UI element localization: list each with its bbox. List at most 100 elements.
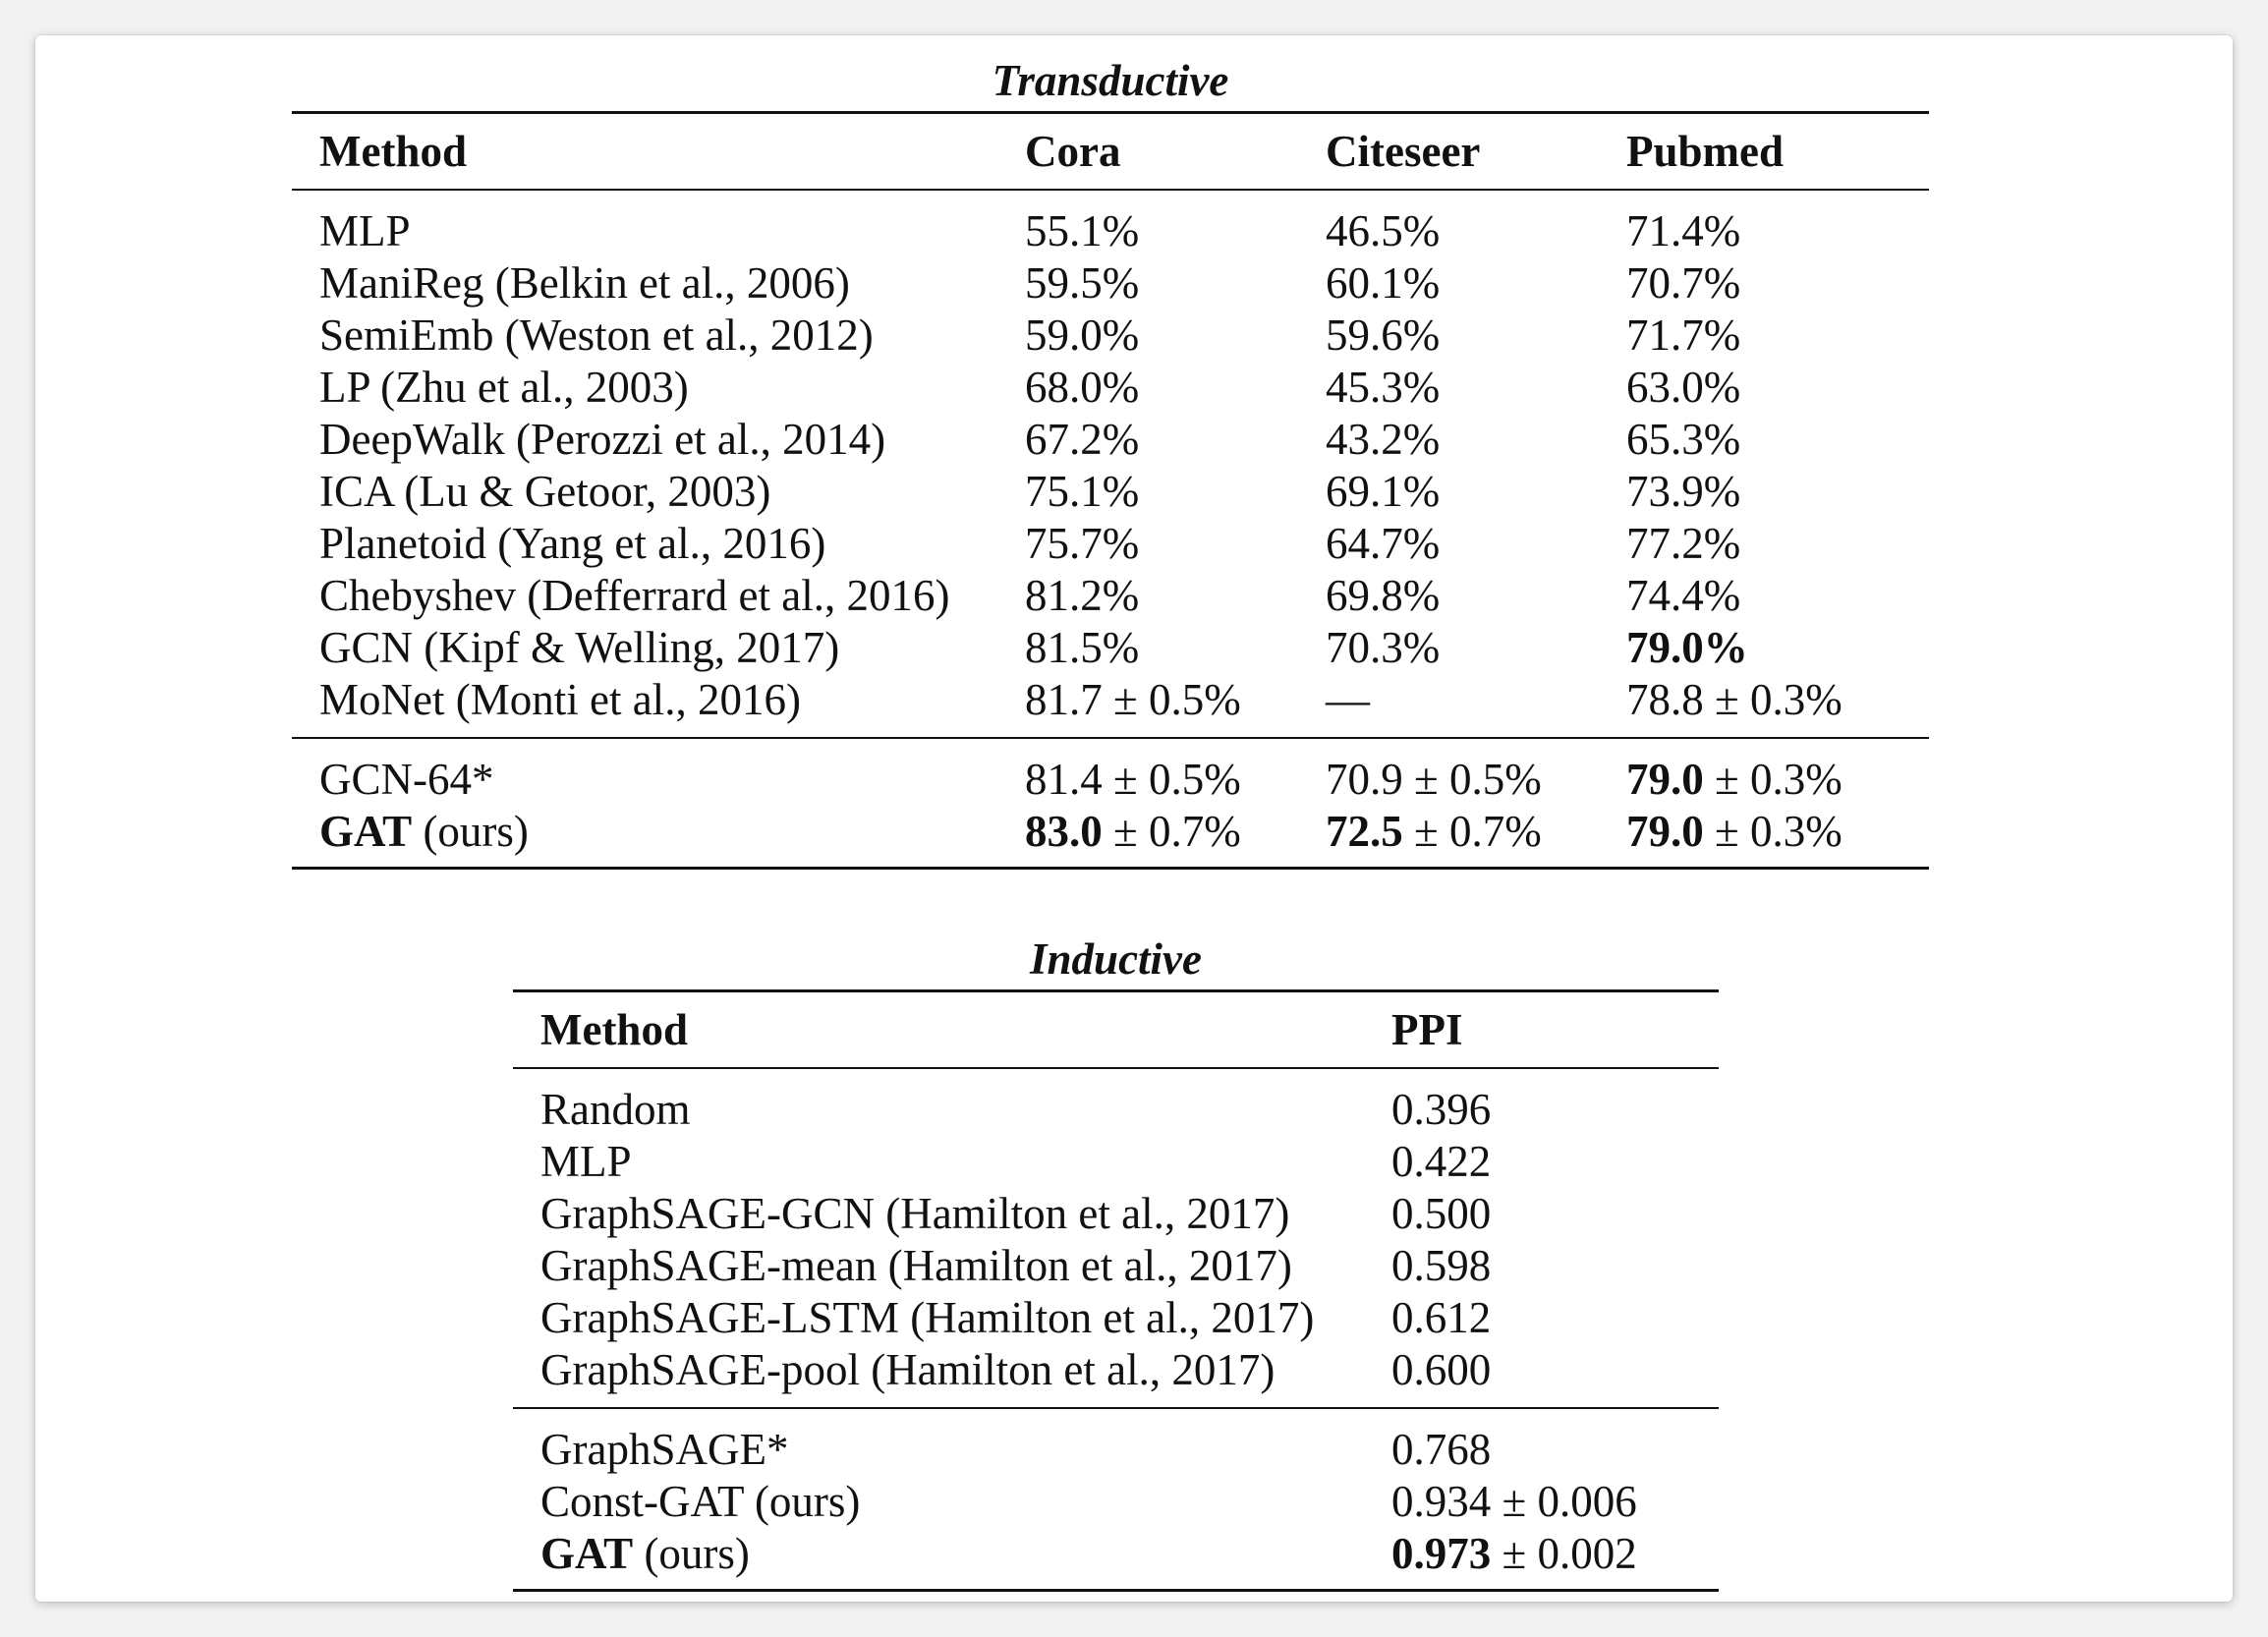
pubmed-cell: 77.2%: [1626, 518, 1741, 568]
citeseer-cell: 60.1%: [1326, 257, 1441, 308]
pubmed-cell: 71.4%: [1626, 205, 1741, 255]
ppi-cell: 0.422: [1391, 1136, 1492, 1186]
citeseer-best-value: 72.5: [1326, 806, 1403, 856]
pubmed-cell: 73.9%: [1626, 466, 1741, 516]
cora-cell: 59.0%: [1025, 310, 1140, 360]
method-name-bold: GAT: [319, 806, 413, 856]
table-row: GraphSAGE-GCN (Hamilton et al., 2017) 0.…: [513, 1187, 1719, 1239]
method-cell: GAT (ours): [513, 1527, 1391, 1591]
header-cora: Cora: [1025, 127, 1121, 176]
pubmed-cell: 70.7%: [1626, 257, 1741, 308]
citeseer-cell: 46.5%: [1326, 205, 1441, 255]
citeseer-cell: 69.8%: [1326, 570, 1441, 620]
citeseer-std: ± 0.7%: [1402, 806, 1542, 856]
table-row: Const-GAT (ours) 0.934 ± 0.006: [513, 1475, 1719, 1527]
method-cell: GAT (ours): [292, 805, 1025, 869]
cora-std: ± 0.7%: [1102, 806, 1241, 856]
citeseer-cell: 70.9 ± 0.5%: [1326, 754, 1542, 804]
citeseer-cell: 70.3%: [1326, 622, 1441, 672]
method-cell: GraphSAGE-pool (Hamilton et al., 2017): [540, 1344, 1276, 1394]
citeseer-cell: 43.2%: [1326, 414, 1441, 464]
method-cell: GCN-64*: [319, 754, 494, 804]
table-row: GraphSAGE* 0.768: [513, 1408, 1719, 1475]
inductive-block: Inductive Method PPI Random 0.396 MLP 0.…: [513, 937, 1719, 1592]
inductive-caption: Inductive: [1030, 934, 1202, 984]
method-suffix: (ours): [412, 806, 529, 856]
pubmed-best-value: 79.0: [1626, 754, 1704, 804]
cora-cell: 75.1%: [1025, 466, 1140, 516]
table-row: GCN-64* 81.4 ± 0.5% 70.9 ± 0.5% 79.0 ± 0…: [292, 738, 1929, 805]
method-cell: GraphSAGE*: [540, 1424, 789, 1474]
pubmed-cell: 74.4%: [1626, 570, 1741, 620]
cora-cell: 81.2%: [1025, 570, 1140, 620]
method-cell: GraphSAGE-LSTM (Hamilton et al., 2017): [540, 1292, 1315, 1342]
pubmed-cell: 65.3%: [1626, 414, 1741, 464]
cora-cell: 59.5%: [1025, 257, 1140, 308]
table-row: LP (Zhu et al., 2003) 68.0% 45.3% 63.0%: [292, 361, 1929, 413]
pubmed-cell: 79.0 ± 0.3%: [1626, 805, 1929, 869]
table-header-row: Method PPI: [513, 990, 1719, 1069]
transductive-table: Method Cora Citeseer Pubmed MLP 55.1% 46…: [292, 111, 1929, 870]
header-pubmed: Pubmed: [1626, 127, 1785, 176]
ppi-cell: 0.768: [1391, 1424, 1492, 1474]
method-cell: SemiEmb (Weston et al., 2012): [319, 310, 874, 360]
table-row: MLP 55.1% 46.5% 71.4%: [292, 190, 1929, 256]
pubmed-std: ± 0.3%: [1703, 806, 1843, 856]
table-row: GCN (Kipf & Welling, 2017) 81.5% 70.3% 7…: [292, 621, 1929, 673]
cora-cell: 75.7%: [1025, 518, 1140, 568]
pubmed-cell: 78.8 ± 0.3%: [1626, 674, 1843, 724]
citeseer-cell: 45.3%: [1326, 362, 1441, 412]
method-cell: Random: [540, 1084, 691, 1134]
pubmed-cell: 71.7%: [1626, 310, 1741, 360]
table-row: ICA (Lu & Getoor, 2003) 75.1% 69.1% 73.9…: [292, 465, 1929, 517]
cora-cell: 55.1%: [1025, 205, 1140, 255]
pubmed-std: ± 0.3%: [1703, 754, 1843, 804]
cora-cell: 81.7 ± 0.5%: [1025, 674, 1241, 724]
citeseer-cell: 69.1%: [1326, 466, 1441, 516]
transductive-block: Transductive Method Cora Citeseer Pubmed…: [292, 59, 1929, 870]
inductive-table: Method PPI Random 0.396 MLP 0.422 GraphS…: [513, 989, 1719, 1592]
citeseer-cell: —: [1326, 674, 1370, 724]
transductive-caption: Transductive: [992, 56, 1229, 105]
table-row: MLP 0.422: [513, 1135, 1719, 1187]
method-cell: MLP: [540, 1136, 632, 1186]
ppi-cell: 0.600: [1391, 1344, 1492, 1394]
pubmed-best-value: 79.0: [1626, 806, 1704, 856]
pubmed-cell: 79.0 ± 0.3%: [1626, 738, 1929, 805]
method-name-bold: GAT: [540, 1528, 634, 1578]
citeseer-cell: 72.5 ± 0.7%: [1326, 805, 1626, 869]
cora-best-value: 83.0: [1025, 806, 1103, 856]
pubmed-cell: 63.0%: [1626, 362, 1741, 412]
table-row: GraphSAGE-LSTM (Hamilton et al., 2017) 0…: [513, 1291, 1719, 1343]
cora-cell: 81.5%: [1025, 622, 1140, 672]
method-cell: DeepWalk (Perozzi et al., 2014): [319, 414, 886, 464]
table-row: GAT (ours) 83.0 ± 0.7% 72.5 ± 0.7% 79.0 …: [292, 805, 1929, 869]
method-suffix: (ours): [633, 1528, 750, 1578]
cora-cell: 67.2%: [1025, 414, 1140, 464]
table-row: Chebyshev (Defferrard et al., 2016) 81.2…: [292, 569, 1929, 621]
ppi-cell: 0.396: [1391, 1084, 1492, 1134]
ppi-best-value: 0.973: [1391, 1528, 1492, 1578]
cora-cell: 68.0%: [1025, 362, 1140, 412]
method-cell: Chebyshev (Defferrard et al., 2016): [319, 570, 950, 620]
method-cell: ICA (Lu & Getoor, 2003): [319, 466, 771, 516]
citeseer-cell: 59.6%: [1326, 310, 1441, 360]
ppi-cell: 0.500: [1391, 1188, 1492, 1238]
figure-card: Transductive Method Cora Citeseer Pubmed…: [35, 35, 2233, 1602]
method-cell: LP (Zhu et al., 2003): [319, 362, 689, 412]
table-row: DeepWalk (Perozzi et al., 2014) 67.2% 43…: [292, 413, 1929, 465]
table-row: Random 0.396: [513, 1068, 1719, 1135]
header-citeseer: Citeseer: [1326, 127, 1481, 176]
method-cell: Const-GAT (ours): [540, 1476, 861, 1526]
method-cell: GCN (Kipf & Welling, 2017): [319, 622, 840, 672]
table-row: GAT (ours) 0.973 ± 0.002: [513, 1527, 1719, 1591]
cora-cell: 81.4 ± 0.5%: [1025, 754, 1241, 804]
table-row: Planetoid (Yang et al., 2016) 75.7% 64.7…: [292, 517, 1929, 569]
method-cell: GraphSAGE-GCN (Hamilton et al., 2017): [540, 1188, 1290, 1238]
table-row: MoNet (Monti et al., 2016) 81.7 ± 0.5% —…: [292, 673, 1929, 738]
header-method: Method: [319, 127, 467, 176]
method-cell: MLP: [319, 205, 411, 255]
ppi-cell: 0.612: [1391, 1292, 1492, 1342]
method-cell: ManiReg (Belkin et al., 2006): [319, 257, 850, 308]
table-row: GraphSAGE-mean (Hamilton et al., 2017) 0…: [513, 1239, 1719, 1291]
